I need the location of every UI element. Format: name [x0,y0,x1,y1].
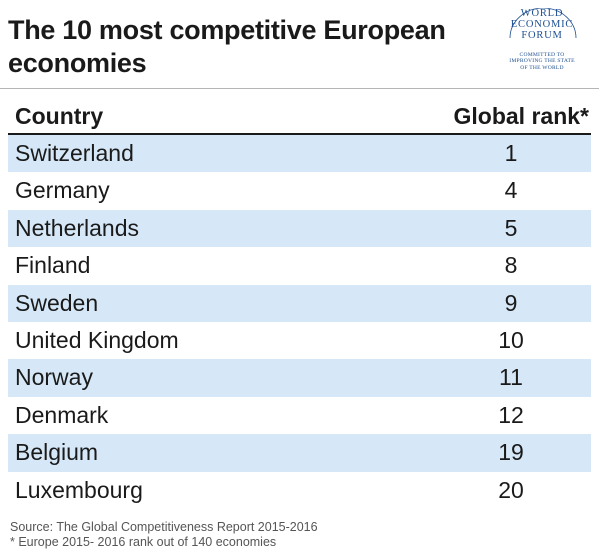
table-row: Sweden 9 [8,284,591,322]
rank-cell: 8 [504,252,518,279]
footnotes: Source: The Global Competitiveness Repor… [10,520,318,550]
rank-cell: 9 [504,289,518,316]
rank-cell: 19 [498,439,524,466]
logo-tagline: COMMITTED TO IMPROVING THE STATE OF THE … [509,52,575,71]
country-cell: Switzerland [15,140,134,166]
header-global-rank: Global rank* [453,103,589,129]
table-row: Netherlands 5 [8,209,591,248]
country-cell: Netherlands [15,214,140,241]
rank-cell: 11 [499,364,523,391]
rank-cell: 5 [504,214,518,241]
chart-title: The 10 most competitive European economi… [8,15,446,78]
rank-footnote: * Europe 2015- 2016 rank out of 140 econ… [10,535,277,549]
table-row: Switzerland 1 [8,135,591,173]
rank-cell: 4 [504,177,518,204]
country-cell: Denmark [15,401,109,428]
country-cell: Luxembourg [15,476,143,503]
header-rule [8,133,591,135]
rank-cell: 20 [498,476,524,503]
table-row: Belgium 19 [8,434,591,472]
rank-cell: 10 [498,326,524,353]
table-row: Germany 4 [8,172,591,209]
country-cell: Norway [15,364,93,391]
title-divider [0,88,599,89]
rank-cell: 12 [498,401,524,428]
source-note: Source: The Global Competitiveness Repor… [10,520,318,534]
country-cell: Belgium [15,439,99,466]
table-header: Country Global rank* [8,100,591,132]
country-cell: Sweden [15,289,99,316]
table-row: Finland 8 [8,247,591,284]
logo-wordmark: WORLD ECONOMIC FORUM [510,8,574,41]
table-row: Norway 11 [8,359,591,397]
country-cell: Finland [15,252,91,279]
table-row: United Kingdom 10 [8,322,591,359]
rank-cell: 1 [504,140,518,166]
country-cell: United Kingdom [15,326,179,353]
header-country: Country [15,103,104,129]
country-cell: Germany [15,177,110,204]
table-row: Luxembourg 20 [8,472,591,509]
table-body: Switzerland 1 Germany 4 Netherlands 5 Finland 8… [8,135,591,509]
table-row: Denmark 12 [8,397,591,434]
logo-arc-icon [509,8,577,39]
world-economic-forum-logo: WORLD ECONOMIC FORUM COMMITTED TO IMPROV… [494,6,590,84]
